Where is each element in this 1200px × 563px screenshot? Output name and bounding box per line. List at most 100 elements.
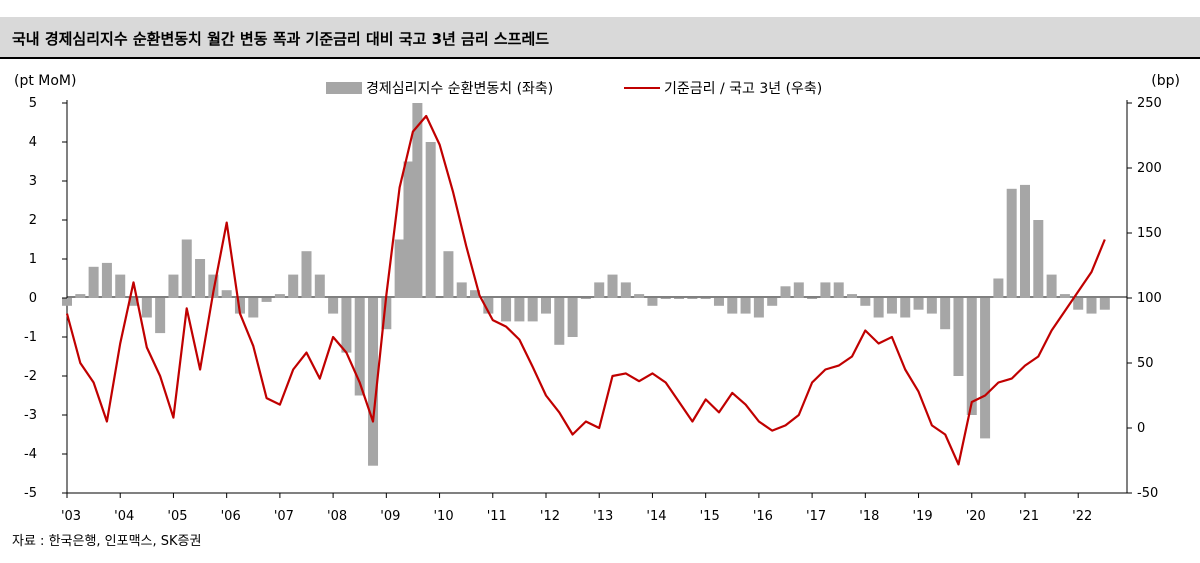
bar	[381, 298, 392, 330]
bar	[607, 274, 618, 298]
left-tick-label: 5	[29, 96, 37, 111]
bar	[527, 298, 538, 322]
bar	[328, 298, 339, 314]
tick-labels: 5 4 3 2 1 0 -1 -2 -3 -4 -5 250 200 150 100 50 0 -50 '03 '04…	[24, 96, 1162, 524]
x-tick-label: '03	[61, 509, 81, 524]
bar	[261, 298, 272, 302]
bar	[501, 298, 512, 322]
left-tick-label: 4	[29, 135, 37, 150]
bar	[780, 286, 791, 298]
bar	[1046, 274, 1057, 298]
left-tick-label: -1	[24, 330, 37, 345]
bar	[168, 274, 179, 298]
axes	[66, 100, 1128, 494]
left-tick-label: -2	[24, 369, 37, 384]
x-tick-label: '13	[593, 509, 613, 524]
right-tick-label: 250	[1137, 96, 1162, 111]
bar	[1033, 220, 1044, 298]
bar	[554, 298, 565, 345]
bar	[913, 298, 924, 310]
bar	[181, 239, 192, 298]
bar	[594, 282, 605, 298]
bar	[767, 298, 778, 306]
x-tick-label: '19	[912, 509, 932, 524]
x-tick-label: '12	[540, 509, 560, 524]
left-tick-label: -3	[24, 408, 37, 423]
bar	[713, 298, 724, 306]
bar	[860, 298, 871, 306]
x-tick-label: '10	[433, 509, 453, 524]
bar	[341, 298, 352, 353]
left-tick-label: 2	[29, 213, 37, 228]
bar	[288, 274, 299, 298]
line-series-group	[65, 114, 1106, 466]
right-tick-label: 150	[1137, 226, 1162, 241]
bar	[195, 259, 206, 298]
bar	[425, 142, 436, 298]
bar	[753, 298, 764, 318]
bar	[674, 298, 685, 299]
bar	[567, 298, 578, 337]
x-tick-label: '21	[1019, 509, 1039, 524]
bar	[660, 298, 671, 299]
left-tick-label: 3	[29, 174, 37, 189]
legend-line-label: 기준금리 / 국고 3년 (우축)	[664, 81, 822, 97]
bar	[456, 282, 467, 298]
bar	[727, 298, 738, 314]
bar	[470, 290, 481, 298]
bar	[926, 298, 937, 314]
bar	[128, 298, 139, 306]
bar	[88, 266, 99, 298]
bar	[274, 294, 285, 298]
bar	[793, 282, 804, 298]
left-tick-label: -4	[24, 447, 37, 462]
bar	[580, 298, 591, 299]
x-tick-label: '07	[274, 509, 294, 524]
bar	[62, 298, 72, 306]
bar	[940, 298, 951, 330]
bar	[740, 298, 751, 314]
bar	[1099, 298, 1110, 310]
right-tick-label: 50	[1137, 356, 1154, 371]
bar	[248, 298, 259, 318]
bar	[1019, 184, 1030, 298]
bar	[443, 251, 454, 298]
bar	[647, 298, 658, 306]
bar	[75, 294, 86, 298]
x-tick-label: '14	[646, 509, 666, 524]
right-tick-label: 0	[1137, 421, 1145, 436]
bar	[886, 298, 897, 314]
x-tick-label: '11	[487, 509, 507, 524]
right-axis-unit: (bp)	[1151, 73, 1180, 89]
right-tick-label: 100	[1137, 291, 1162, 306]
bar	[354, 298, 365, 396]
bar	[993, 278, 1004, 298]
left-tick-label: 0	[29, 291, 37, 306]
right-tick-label: -50	[1137, 486, 1158, 501]
x-tick-label: '15	[700, 509, 720, 524]
bar	[403, 161, 414, 298]
bar	[820, 282, 831, 298]
chart-title: 국내 경제심리지수 순환변동치 월간 변동 폭과 기준금리 대비 국고 3년 금…	[12, 30, 550, 48]
x-tick-label: '18	[859, 509, 879, 524]
bar	[155, 298, 166, 334]
title-bar: 국내 경제심리지수 순환변동치 월간 변동 폭과 기준금리 대비 국고 3년 금…	[0, 17, 1200, 59]
bar	[412, 103, 423, 298]
x-tick-label: '16	[753, 509, 773, 524]
bar	[221, 290, 232, 298]
bar	[1059, 294, 1070, 298]
bar	[687, 298, 698, 299]
bar	[966, 298, 977, 415]
bar	[634, 294, 645, 298]
x-tick-label: '08	[327, 509, 347, 524]
bar	[301, 251, 312, 298]
bar	[1073, 298, 1084, 310]
bar	[620, 282, 631, 298]
legend-bar-label: 경제심리지수 순환변동치 (좌축)	[366, 81, 553, 97]
bar	[807, 298, 818, 299]
bar	[980, 298, 991, 439]
spread-line	[65, 114, 1106, 466]
bar	[847, 294, 858, 298]
bar	[873, 298, 884, 318]
